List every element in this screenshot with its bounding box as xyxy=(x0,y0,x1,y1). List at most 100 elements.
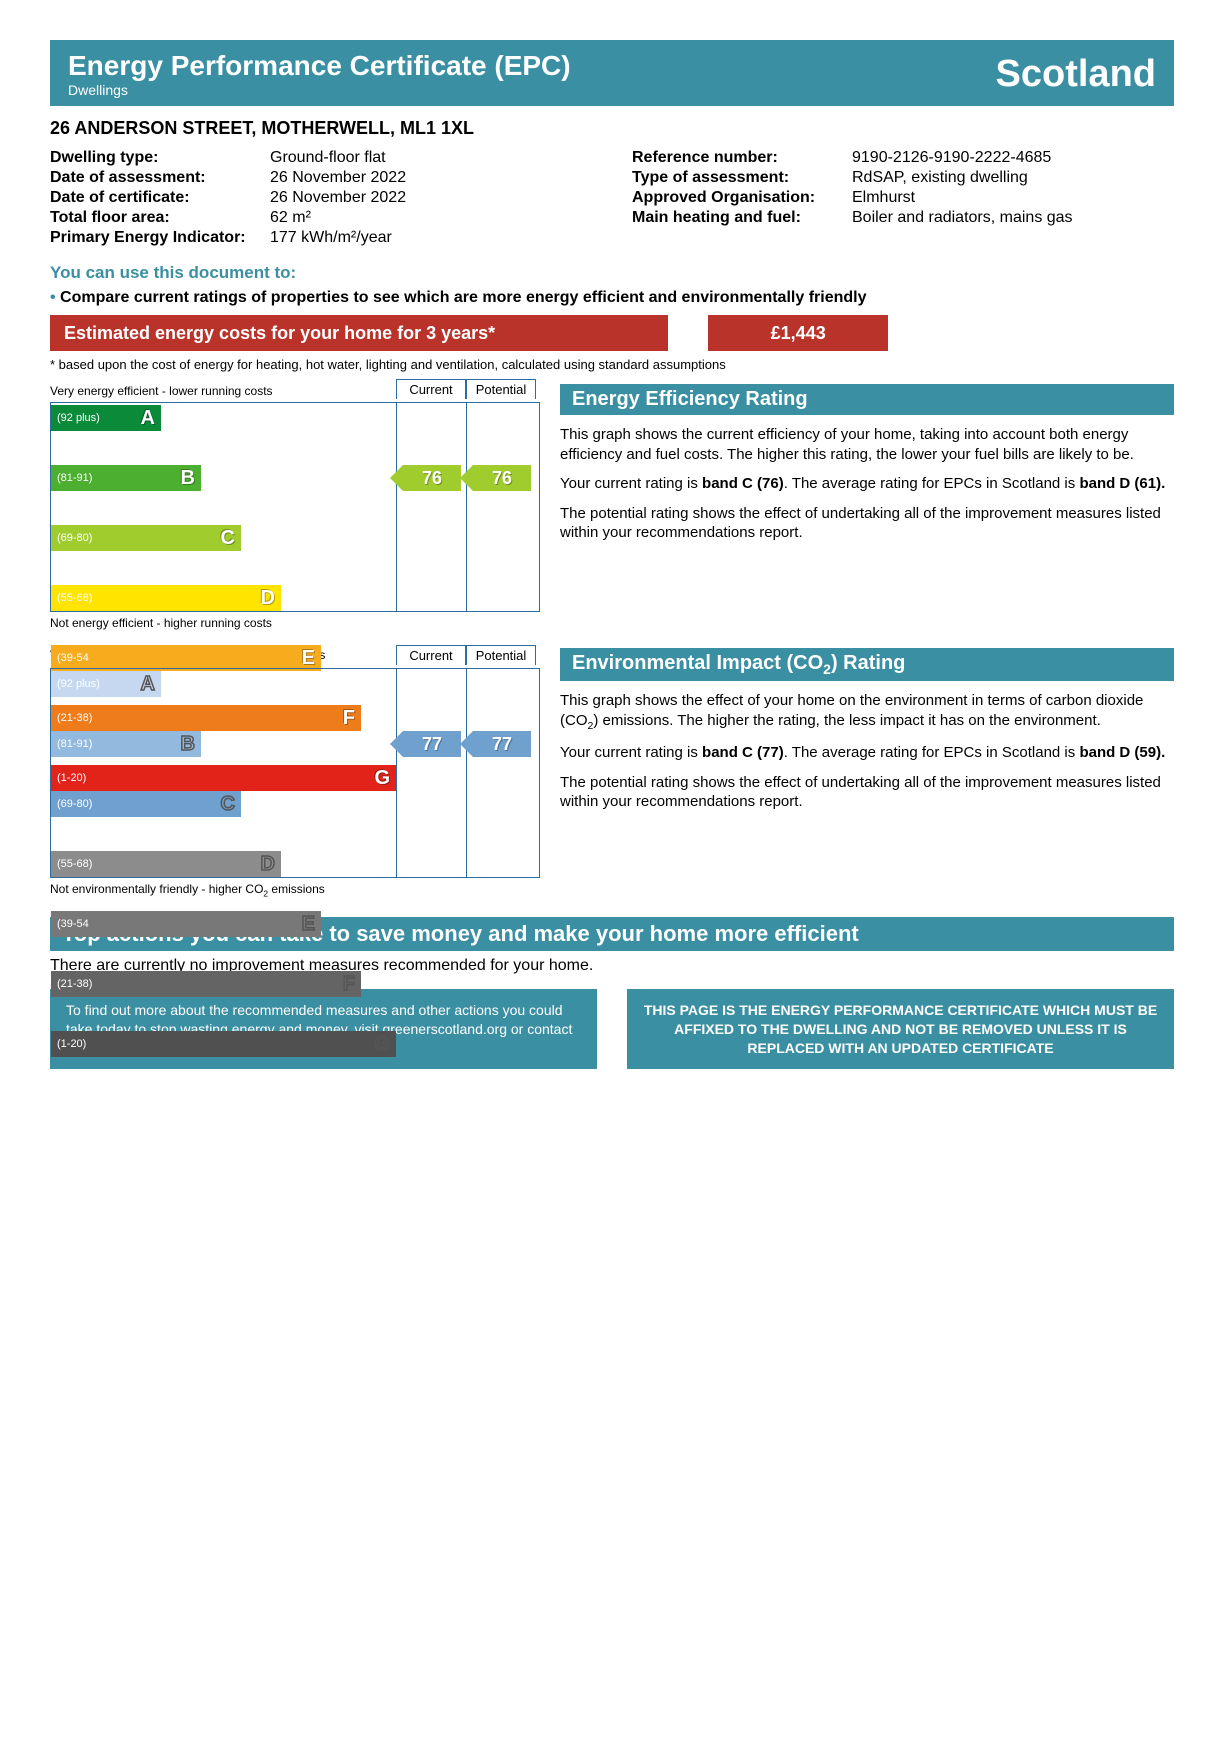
band-letter: A xyxy=(141,673,155,696)
band-range: (21-38) xyxy=(57,978,92,990)
band-range: (55-68) xyxy=(57,858,92,870)
env-section-header: Environmental Impact (CO2) Rating xyxy=(560,648,1174,681)
arrow-point-icon xyxy=(460,465,473,491)
col-potential: Potential xyxy=(466,645,536,665)
details-value: 26 November 2022 xyxy=(270,189,592,207)
env-p1: This graph shows the effect of your home… xyxy=(560,691,1174,733)
band-letter: A xyxy=(141,407,155,430)
band-letter: G xyxy=(374,1033,390,1056)
band-letter: E xyxy=(302,913,315,936)
environment-chart: Current Potential (92 plus)A(81-91)B(69-… xyxy=(50,668,540,878)
eff-vline2 xyxy=(466,403,467,611)
band-bar-E: (39-54E xyxy=(51,645,321,671)
band-range: (39-54 xyxy=(57,918,89,930)
property-address: 26 ANDERSON STREET, MOTHERWELL, ML1 1XL xyxy=(50,118,1174,139)
band-bar-D: (55-68) D xyxy=(51,585,281,611)
band-row: (92 plus) A xyxy=(51,669,539,699)
footer-notice-box: THIS PAGE IS THE ENERGY PERFORMANCE CERT… xyxy=(627,989,1174,1070)
header-left: Energy Performance Certificate (EPC) Dwe… xyxy=(68,50,571,98)
details-row: Date of assessment:26 November 2022 xyxy=(50,169,592,187)
band-letter: B xyxy=(181,733,195,756)
header-bar: Energy Performance Certificate (EPC) Dwe… xyxy=(50,40,1174,106)
details-value: 26 November 2022 xyxy=(270,169,592,187)
efficiency-text: Energy Efficiency Rating This graph show… xyxy=(560,384,1174,630)
band-range: (92 plus) xyxy=(57,678,100,690)
details-row: Date of certificate:26 November 2022 xyxy=(50,189,592,207)
env-caption-bot: Not environmentally friendly - higher CO… xyxy=(50,882,540,898)
band-row: (69-80)C xyxy=(51,789,539,819)
details-label: Primary Energy Indicator: xyxy=(50,229,270,247)
band-row: (21-38)F xyxy=(51,969,539,999)
cost-label: Estimated energy costs for your home for… xyxy=(50,315,668,351)
efficiency-chart-side: Very energy efficient - lower running co… xyxy=(50,384,540,630)
details-row: Reference number:9190-2126-9190-2222-468… xyxy=(632,149,1174,167)
band-bar-A: (92 plus) A xyxy=(51,405,161,431)
details-block: Dwelling type:Ground-floor flatDate of a… xyxy=(50,149,1174,249)
details-label: Main heating and fuel: xyxy=(632,209,852,227)
band-row: (92 plus) A xyxy=(51,403,539,433)
band-bar-A: (92 plus) A xyxy=(51,671,161,697)
eff-caption-bot: Not energy efficient - higher running co… xyxy=(50,616,540,630)
details-label: Total floor area: xyxy=(50,209,270,227)
details-value: 62 m² xyxy=(270,209,592,227)
details-value: Ground-floor flat xyxy=(270,149,592,167)
band-bar-B: (81-91) B xyxy=(51,731,201,757)
rating-arrow-current: 77 xyxy=(403,731,461,757)
environment-chart-side: Very environmentally friendly - lower CO… xyxy=(50,648,540,899)
env-p2: Your current rating is band C (77). The … xyxy=(560,743,1174,763)
band-range: (55-68) xyxy=(57,592,92,604)
arrow-point-icon xyxy=(390,465,403,491)
band-row: (1-20)G xyxy=(51,1029,539,1059)
band-letter: D xyxy=(261,853,275,876)
band-row: (55-68) D xyxy=(51,583,539,613)
band-range: (81-91) xyxy=(57,738,92,750)
compare-bullet: Compare current ratings of properties to… xyxy=(50,289,1174,307)
page-subtitle: Dwellings xyxy=(68,82,571,98)
band-bar-B: (81-91)B xyxy=(51,465,201,491)
arrow-point-icon xyxy=(390,731,403,757)
details-label: Date of assessment: xyxy=(50,169,270,187)
band-range: (92 plus) xyxy=(57,412,100,424)
band-letter: C xyxy=(221,793,235,816)
band-bar-C: (69-80)C xyxy=(51,791,241,817)
cost-gap xyxy=(668,315,708,351)
env-p3: The potential rating shows the effect of… xyxy=(560,773,1174,812)
col-potential: Potential xyxy=(466,379,536,399)
col-current: Current xyxy=(396,379,466,399)
details-left: Dwelling type:Ground-floor flatDate of a… xyxy=(50,149,592,249)
env-col-headers: Current Potential xyxy=(396,645,536,665)
cost-footnote: * based upon the cost of energy for heat… xyxy=(50,357,1174,372)
details-label: Date of certificate: xyxy=(50,189,270,207)
details-row: Dwelling type:Ground-floor flat xyxy=(50,149,592,167)
band-letter: C xyxy=(221,527,235,550)
band-bar-C: (69-80)C xyxy=(51,525,241,551)
details-label: Dwelling type: xyxy=(50,149,270,167)
band-letter: B xyxy=(181,467,195,490)
details-value: 177 kWh/m²/year xyxy=(270,229,592,247)
rating-arrow-potential: 77 xyxy=(473,731,531,757)
band-bar-F: (21-38)F xyxy=(51,971,361,997)
arrow-point-icon xyxy=(460,731,473,757)
details-value: Elmhurst xyxy=(852,189,1174,207)
eff-section-header: Energy Efficiency Rating xyxy=(560,384,1174,415)
page-title: Energy Performance Certificate (EPC) xyxy=(68,50,571,82)
eff-p2: Your current rating is band C (76). The … xyxy=(560,474,1174,494)
rating-arrow-potential: 76 xyxy=(473,465,531,491)
band-letter: D xyxy=(261,587,275,610)
details-row: Primary Energy Indicator:177 kWh/m²/year xyxy=(50,229,592,247)
details-value: Boiler and radiators, mains gas xyxy=(852,209,1174,227)
cost-bar: Estimated energy costs for your home for… xyxy=(50,315,1174,351)
details-row: Approved Organisation:Elmhurst xyxy=(632,189,1174,207)
env-vline2 xyxy=(466,669,467,877)
band-row: (69-80)C xyxy=(51,523,539,553)
details-row: Type of assessment:RdSAP, existing dwell… xyxy=(632,169,1174,187)
eff-p1: This graph shows the current efficiency … xyxy=(560,425,1174,464)
efficiency-chart: Current Potential (92 plus)A(81-91)B(69-… xyxy=(50,402,540,612)
band-row: (55-68) D xyxy=(51,849,539,879)
details-label: Reference number: xyxy=(632,149,852,167)
details-value: RdSAP, existing dwelling xyxy=(852,169,1174,187)
use-doc-heading: You can use this document to: xyxy=(50,263,1174,283)
details-label: Type of assessment: xyxy=(632,169,852,187)
eff-p3: The potential rating shows the effect of… xyxy=(560,504,1174,543)
rating-arrow-current: 76 xyxy=(403,465,461,491)
